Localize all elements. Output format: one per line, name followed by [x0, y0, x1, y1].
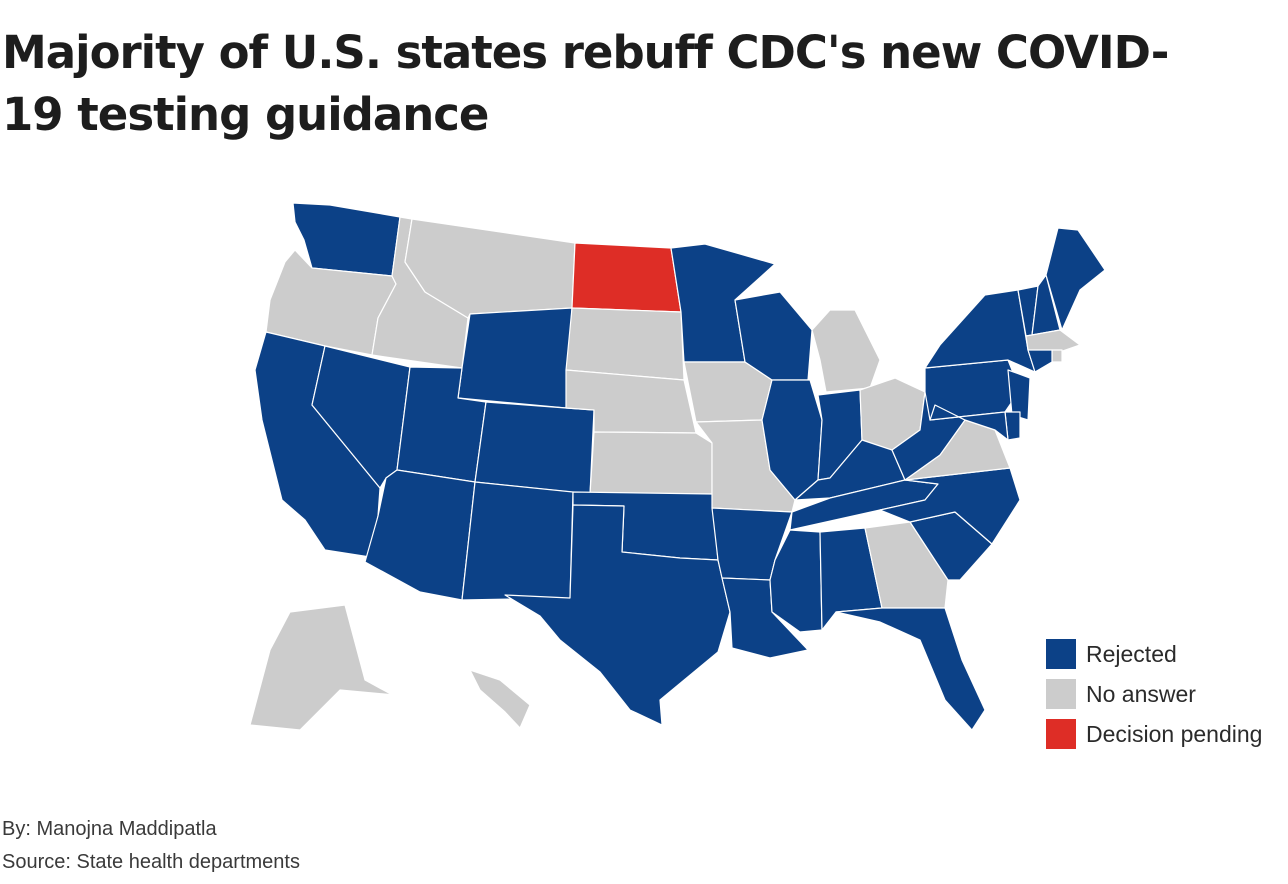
legend-swatch-no-answer — [1046, 679, 1076, 709]
state-ma — [1025, 329, 1081, 353]
state-ga — [864, 521, 949, 609]
state-nd — [571, 242, 682, 313]
state-hi — [469, 669, 531, 729]
legend-item-no-answer: No answer — [1046, 674, 1262, 714]
us-map — [249, 202, 1106, 731]
legend-label-decision-pending: Decision pending — [1086, 720, 1263, 747]
state-ak — [249, 604, 421, 731]
state-ri — [1051, 349, 1063, 363]
state-nj — [1007, 369, 1031, 421]
state-nc — [879, 467, 1021, 545]
legend-swatch-rejected — [1046, 639, 1076, 669]
legend-item-decision-pending: Decision pending — [1046, 714, 1262, 754]
state-ct — [1027, 349, 1053, 373]
byline: By: Manojna Maddipatla — [2, 818, 217, 840]
state-mi — [811, 309, 881, 393]
state-fl — [835, 607, 986, 731]
state-nm — [461, 481, 574, 601]
page-title: Majority of U.S. states rebuff CDC's new… — [2, 26, 1169, 141]
state-sd — [565, 307, 685, 381]
state-ms — [769, 529, 823, 633]
state-tx — [504, 504, 731, 726]
legend-item-rejected: Rejected — [1046, 634, 1262, 674]
legend-label-no-answer: No answer — [1086, 680, 1196, 707]
state-ny — [924, 289, 1036, 373]
state-co — [474, 401, 595, 495]
legend-label-rejected: Rejected — [1086, 640, 1177, 667]
legend-swatch-decision-pending — [1046, 719, 1076, 749]
legend: Rejected No answer Decision pending — [1046, 634, 1262, 754]
state-az — [364, 469, 476, 601]
state-wy — [457, 307, 573, 409]
source-note: Source: State health departments — [2, 851, 300, 873]
state-ks — [589, 431, 713, 495]
state-me — [1045, 227, 1106, 331]
state-md — [929, 404, 1009, 441]
